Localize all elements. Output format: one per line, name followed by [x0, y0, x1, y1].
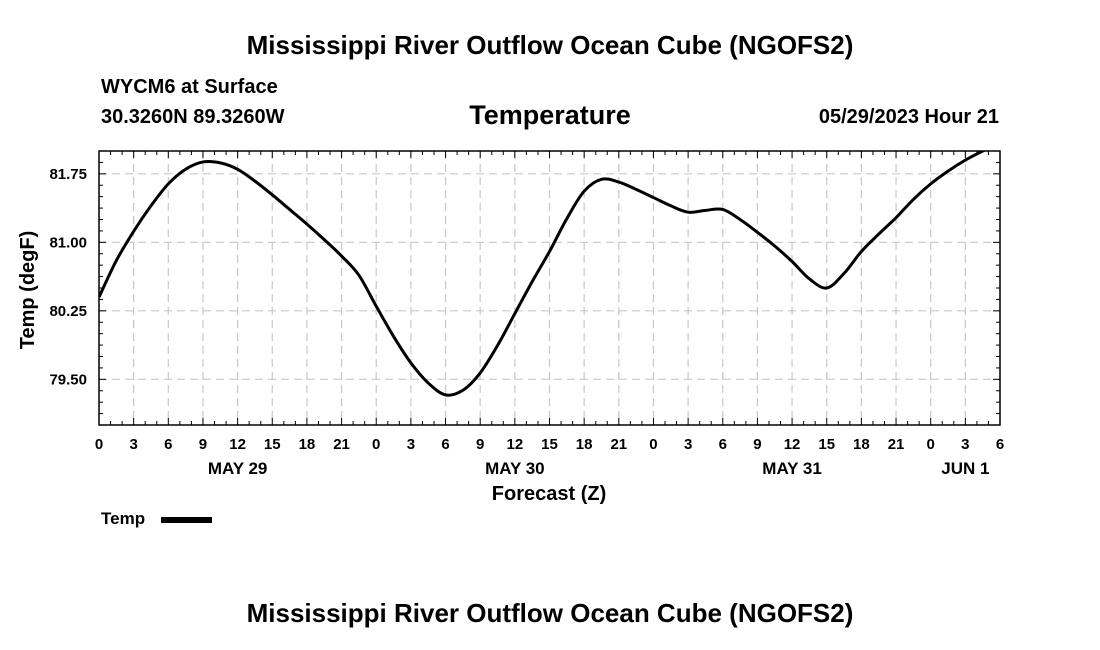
x-tick-label: 3	[961, 436, 969, 453]
x-tick-label: 3	[684, 436, 692, 453]
x-tick-label: 0	[95, 436, 103, 453]
x-tick-label: 6	[996, 436, 1004, 453]
x-tick-label: 12	[229, 436, 246, 453]
x-tick-label: 0	[372, 436, 380, 453]
x-tick-label: 18	[576, 436, 593, 453]
y-axis-label: Temp (degF)	[17, 231, 39, 350]
series-layer	[99, 151, 986, 397]
x-date-label: MAY 30	[485, 459, 545, 478]
y-tick-label: 81.75	[49, 166, 87, 183]
x-tick-label: 0	[927, 436, 935, 453]
grid	[99, 151, 1000, 425]
x-tick-label: 6	[164, 436, 172, 453]
x-tick-label: 9	[476, 436, 484, 453]
x-date-label: MAY 31	[762, 459, 822, 478]
x-tick-label: 3	[129, 436, 137, 453]
x-tick-label: 0	[649, 436, 657, 453]
x-tick-label: 18	[299, 436, 316, 453]
x-date-label: MAY 29	[208, 459, 268, 478]
coordinates-label: 30.3260N 89.3260W	[101, 106, 285, 128]
x-tick-label: 6	[719, 436, 727, 453]
y-tick-label: 80.25	[49, 303, 87, 320]
x-tick-label: 18	[853, 436, 870, 453]
x-tick-label: 3	[407, 436, 415, 453]
temp-series-line	[99, 151, 986, 397]
x-tick-label: 21	[888, 436, 905, 453]
y-tick-label: 81.00	[49, 234, 87, 251]
x-tick-label: 15	[818, 436, 835, 453]
x-tick-label: 15	[541, 436, 558, 453]
x-tick-label: 9	[753, 436, 761, 453]
x-axis-label: Forecast (Z)	[492, 483, 606, 505]
x-tick-label: 9	[199, 436, 207, 453]
legend-label: Temp	[101, 509, 146, 528]
station-label: WYCM6 at Surface	[101, 76, 278, 98]
x-tick-label: 21	[610, 436, 627, 453]
footer-title: Mississippi River Outflow Ocean Cube (NG…	[246, 598, 854, 628]
x-tick-label: 21	[333, 436, 350, 453]
x-date-label: JUN 1	[941, 459, 989, 478]
y-tick-label: 79.50	[49, 371, 87, 388]
x-tick-label: 15	[264, 436, 281, 453]
x-tick-label: 12	[507, 436, 524, 453]
axes: 0 3 6 9 12 15 18 21 0 3 6 9 12 15 18 21 0 3 6 9 12 15 18 21 0 3 6 M…	[49, 150, 1004, 478]
datetime-label: 05/29/2023 Hour 21	[818, 106, 999, 128]
page-title: Mississippi River Outflow Ocean Cube (NG…	[246, 30, 854, 60]
chart-title: Temperature	[469, 100, 631, 130]
x-tick-label: 6	[441, 436, 449, 453]
x-tick-label: 12	[784, 436, 801, 453]
